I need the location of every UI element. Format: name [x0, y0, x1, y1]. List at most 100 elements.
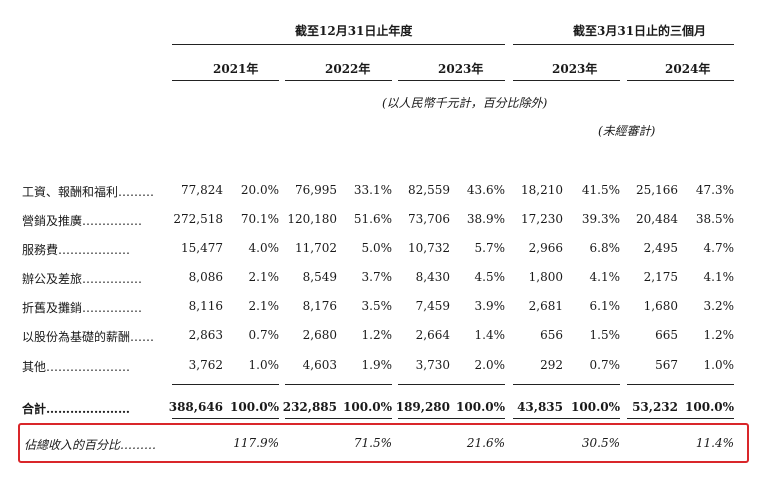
- percent-cell: 1.9%: [361, 358, 393, 372]
- amount-cell: 2,681: [528, 299, 563, 313]
- year-rule: [398, 80, 505, 81]
- percent-cell: 43.6%: [466, 183, 505, 197]
- total-percent-cell: 100.0%: [571, 400, 620, 414]
- highlight-box: [18, 423, 749, 463]
- revenue-pct-cell: 21.6%: [466, 436, 505, 450]
- amount-cell: 73,706: [408, 212, 450, 226]
- amount-cell: 2,664: [415, 328, 450, 342]
- percent-cell: 5.7%: [474, 241, 506, 255]
- percent-cell: 1.0%: [703, 358, 735, 372]
- percent-cell: 6.1%: [589, 299, 621, 313]
- year-rule: [172, 80, 279, 81]
- percent-cell: 0.7%: [589, 358, 621, 372]
- row-label: 辦公及差旅……………: [22, 272, 143, 286]
- row-label: 服務費………………: [22, 243, 131, 257]
- total-amount-cell: 232,885: [282, 400, 337, 414]
- total-percent-cell: 100.0%: [685, 400, 734, 414]
- subtotal-rule: [285, 384, 392, 385]
- amount-cell: 76,995: [295, 183, 337, 197]
- total-label: 合計…………………: [22, 402, 131, 416]
- amount-cell: 3,730: [415, 358, 450, 372]
- amount-cell: 292: [540, 358, 563, 372]
- amount-cell: 7,459: [415, 299, 450, 313]
- total-amount-cell: 43,835: [517, 400, 563, 414]
- amount-cell: 20,484: [636, 212, 678, 226]
- total-rule: [285, 418, 392, 419]
- header-q1-group: 截至3月31日止的三個月: [573, 24, 707, 38]
- row-label: 以股份為基礎的薪酬……: [22, 330, 155, 344]
- amount-cell: 10,732: [408, 241, 450, 255]
- percent-cell: 38.5%: [695, 212, 734, 226]
- amount-cell: 77,824: [181, 183, 223, 197]
- amount-cell: 2,680: [302, 328, 337, 342]
- total-amount-cell: 388,646: [168, 400, 223, 414]
- amount-cell: 8,176: [302, 299, 337, 313]
- percent-cell: 20.0%: [240, 183, 279, 197]
- total-percent-cell: 100.0%: [343, 400, 392, 414]
- total-amount-cell: 53,232: [632, 400, 678, 414]
- percent-cell: 1.2%: [703, 328, 735, 342]
- amount-cell: 1,680: [643, 299, 678, 313]
- percent-cell: 1.5%: [589, 328, 621, 342]
- amount-cell: 1,800: [528, 270, 563, 284]
- percent-cell: 0.7%: [248, 328, 280, 342]
- year-header-2023: 2023年: [438, 62, 484, 76]
- revenue-pct-cell: 117.9%: [233, 436, 279, 450]
- amount-cell: 2,863: [188, 328, 223, 342]
- total-rule: [172, 418, 279, 419]
- percent-cell: 47.3%: [695, 183, 734, 197]
- year-rule: [627, 80, 734, 81]
- percent-cell: 2.1%: [248, 299, 280, 313]
- row-label: 折舊及攤銷……………: [22, 301, 143, 315]
- percent-cell: 1.4%: [474, 328, 506, 342]
- percent-cell: 4.1%: [703, 270, 735, 284]
- header-fy-rule: [172, 44, 505, 45]
- header-fy-group: 截至12月31日止年度: [295, 24, 413, 38]
- amount-cell: 8,549: [302, 270, 337, 284]
- percent-cell: 4.1%: [589, 270, 621, 284]
- header-q1-rule: [513, 44, 734, 45]
- revenue-pct-cell: 11.4%: [695, 436, 734, 450]
- subtotal-rule: [513, 384, 620, 385]
- percent-cell: 4.7%: [703, 241, 735, 255]
- unit-note: (以人民幣千元計，百分比除外): [382, 96, 548, 110]
- percent-cell: 33.1%: [353, 183, 392, 197]
- unaudited-note: (未經審計): [598, 124, 656, 138]
- amount-cell: 2,966: [528, 241, 563, 255]
- amount-cell: 2,495: [643, 241, 678, 255]
- percent-cell: 3.7%: [361, 270, 393, 284]
- amount-cell: 17,230: [521, 212, 563, 226]
- amount-cell: 8,116: [188, 299, 223, 313]
- percent-cell: 1.2%: [361, 328, 393, 342]
- percent-cell: 3.2%: [703, 299, 735, 313]
- amount-cell: 8,086: [188, 270, 223, 284]
- percent-cell: 4.0%: [248, 241, 280, 255]
- amount-cell: 18,210: [521, 183, 563, 197]
- year-header-2023-q1: 2023年: [552, 62, 598, 76]
- percent-cell: 6.8%: [589, 241, 621, 255]
- amount-cell: 11,702: [295, 241, 337, 255]
- percent-cell: 70.1%: [240, 212, 279, 226]
- year-header-2021: 2021年: [213, 62, 259, 76]
- percent-cell: 4.5%: [474, 270, 506, 284]
- row-label: 工資、報酬和福利………: [22, 185, 155, 199]
- percent-cell: 38.9%: [466, 212, 505, 226]
- revenue-pct-cell: 30.5%: [581, 436, 620, 450]
- subtotal-rule: [627, 384, 734, 385]
- amount-cell: 82,559: [408, 183, 450, 197]
- row-label: 營銷及推廣……………: [22, 214, 143, 228]
- amount-cell: 665: [655, 328, 678, 342]
- amount-cell: 4,603: [302, 358, 337, 372]
- amount-cell: 8,430: [415, 270, 450, 284]
- amount-cell: 25,166: [636, 183, 678, 197]
- percent-cell: 2.0%: [474, 358, 506, 372]
- amount-cell: 120,180: [287, 212, 337, 226]
- total-amount-cell: 189,280: [395, 400, 450, 414]
- percent-cell: 3.9%: [474, 299, 506, 313]
- total-rule: [513, 418, 620, 419]
- year-header-2024-q1: 2024年: [665, 62, 711, 76]
- percent-cell: 5.0%: [361, 241, 393, 255]
- revenue-pct-cell: 71.5%: [353, 436, 392, 450]
- total-rule: [398, 418, 505, 419]
- percent-cell: 2.1%: [248, 270, 280, 284]
